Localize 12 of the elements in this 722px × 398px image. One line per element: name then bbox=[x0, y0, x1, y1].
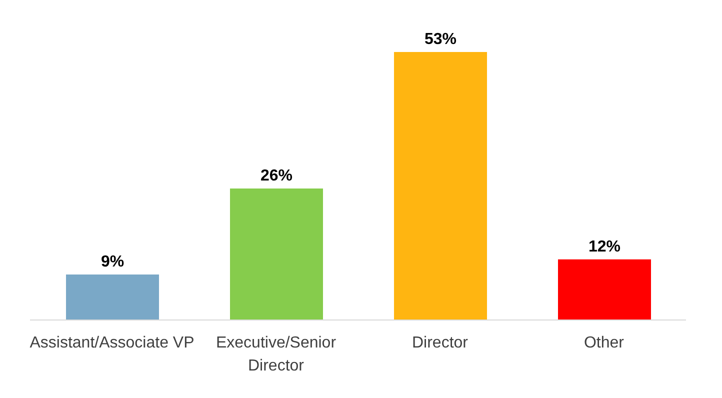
data-label: 9% bbox=[100, 253, 124, 270]
x-tick-label: Director bbox=[412, 334, 469, 352]
data-label: 53% bbox=[424, 31, 457, 48]
bar bbox=[230, 188, 323, 320]
bar bbox=[394, 52, 487, 320]
x-tick-label: Executive/Senior Director bbox=[216, 334, 337, 375]
x-tick-label: Other bbox=[584, 334, 625, 352]
bar bbox=[558, 259, 651, 320]
data-label: 12% bbox=[588, 238, 621, 256]
data-label: 26% bbox=[260, 168, 293, 185]
bar bbox=[66, 274, 159, 320]
x-tick-label: Assistant/Associate VP bbox=[30, 334, 194, 352]
